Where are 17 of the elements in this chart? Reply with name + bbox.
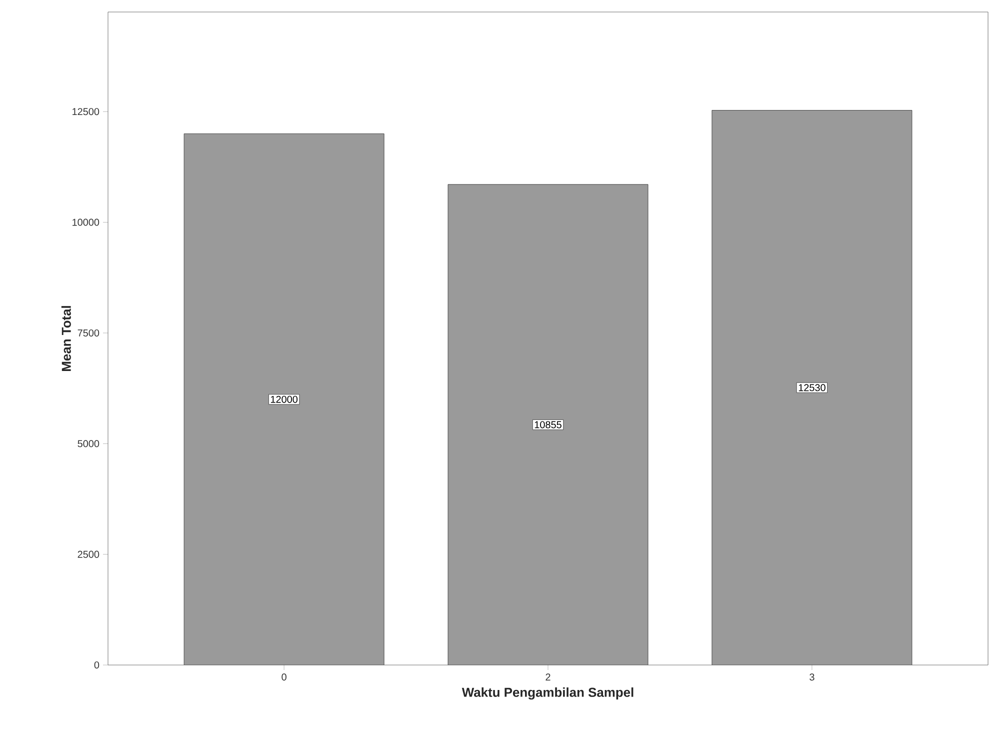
y-axis-title: Mean Total: [61, 306, 71, 371]
y-tick-label: 12500: [72, 108, 100, 116]
x-tick-label: 3: [810, 674, 814, 681]
y-tick-label: 0: [94, 661, 100, 669]
x-tick-label: 0: [282, 674, 286, 681]
y-tick-label: 10000: [72, 218, 100, 226]
y-tick-label: 5000: [78, 440, 100, 448]
y-tick-label: 2500: [78, 550, 100, 558]
data-label: 10855: [534, 421, 562, 428]
data-label: 12530: [798, 384, 826, 392]
bar: [184, 134, 384, 665]
x-axis-title: Waktu Pengambilan Sampel: [462, 687, 634, 700]
x-tick-label: 2: [546, 674, 550, 680]
data-label: 12000: [270, 396, 298, 403]
bar: [448, 184, 648, 665]
y-tick-label: 7500: [78, 329, 100, 336]
bar: [712, 110, 912, 665]
